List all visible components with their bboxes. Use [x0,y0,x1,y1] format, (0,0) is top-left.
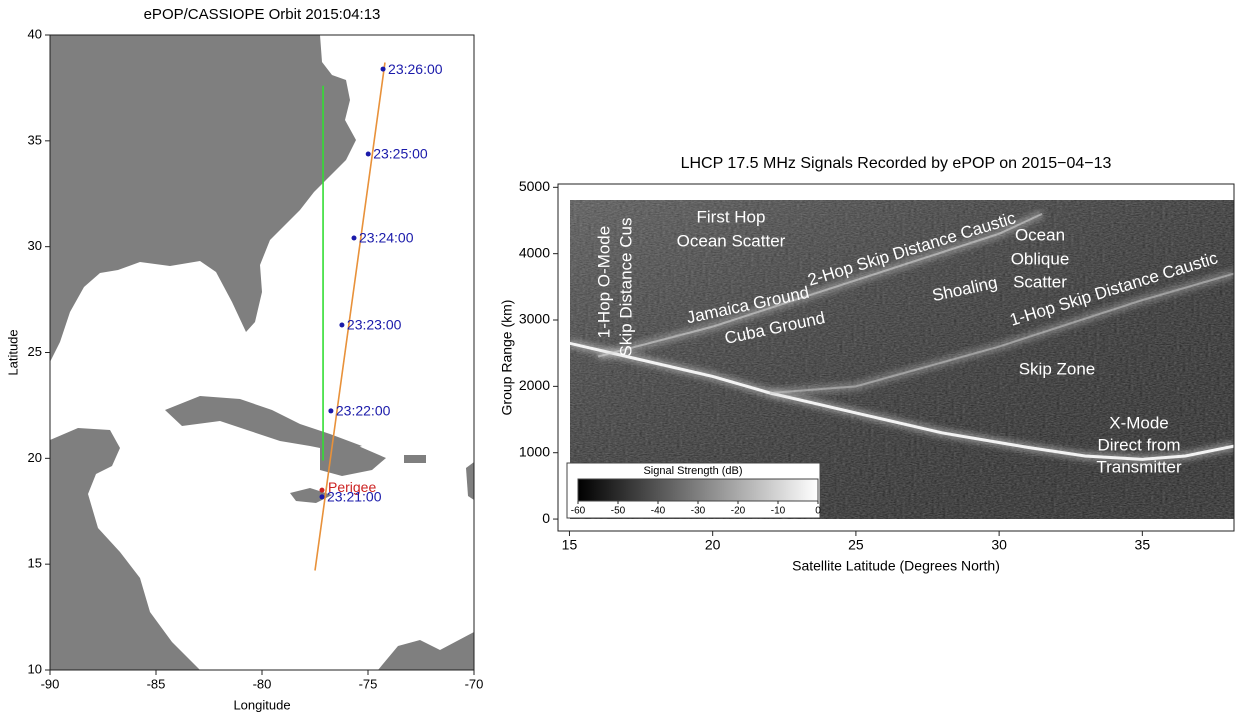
colorbar-tick-label: -60 [571,506,586,517]
x-tick-label: -80 [253,676,272,691]
x-tick-label: 35 [1135,537,1151,553]
y-tick-label: 5000 [519,178,550,194]
x-tick-label: 30 [991,537,1007,553]
annotation: Oblique [1011,249,1070,268]
colorbar-tick-label: -50 [611,506,626,517]
y-tick-label: 10 [28,661,42,676]
x-tick-label: -85 [147,676,166,691]
y-tick-label: 15 [28,556,42,571]
colorbar-tick-label: -40 [651,506,666,517]
y-axis-label: Group Range (km) [499,300,515,416]
time-point [328,408,333,413]
time-point [339,322,344,327]
perigee-point [319,488,324,493]
y-axis-label: Latitude [5,329,20,375]
time-label: 23:24:00 [359,230,414,246]
x-tick-label: 25 [848,537,864,553]
y-tick-label: 0 [542,510,550,526]
annotation: Direct from [1097,435,1180,454]
x-axis-label: Satellite Latitude (Degrees North) [792,558,1000,574]
time-point [381,67,386,72]
colorbar-tick-label: 0 [815,506,821,517]
y-tick-label: 35 [28,132,42,147]
time-label: 23:23:00 [347,317,402,333]
y-tick-label: 2000 [519,377,550,393]
colorbar-title: Signal Strength (dB) [643,465,742,477]
annotation: Scatter [1013,272,1067,291]
time-label: 23:22:00 [336,403,391,419]
annotation: First Hop [697,207,766,226]
annotation: Ocean Scatter [677,231,786,250]
annotation: Ocean [1015,225,1065,244]
chart-title: LHCP 17.5 MHz Signals Recorded by ePOP o… [681,155,1112,172]
y-tick-label: 4000 [519,244,550,260]
y-tick-label: 40 [28,26,42,41]
colorbar-tick-label: -10 [771,506,786,517]
time-label: 23:21:00 [327,489,382,505]
time-point [319,494,324,499]
y-tick-label: 30 [28,238,42,253]
time-point [352,235,357,240]
y-tick-label: 1000 [519,443,550,459]
chart-title: ePOP/CASSIOPE Orbit 2015:04:13 [144,6,381,23]
y-tick-label: 25 [28,344,42,359]
annotation: Transmitter [1096,457,1182,476]
x-axis-label: Longitude [233,697,290,712]
colorbar [578,479,818,501]
x-tick-label: -70 [465,676,484,691]
figure: 1-Hop O-Mode Skip Distance Cus First Hop… [0,0,1244,715]
colorbar-tick-label: -30 [691,506,706,517]
time-point [366,151,371,156]
annotation: Skip Zone [1019,359,1096,378]
x-tick-label: -90 [41,676,60,691]
land [50,35,474,670]
x-tick-label: 20 [705,537,721,553]
annotation: X-Mode [1109,413,1169,432]
annotation: Skip Distance Cus [616,218,635,357]
y-tick-label: 3000 [519,311,550,327]
x-tick-label: 15 [562,537,578,553]
annotation: 1-Hop O-Mode [594,226,613,338]
x-tick-label: -75 [359,676,378,691]
colorbar-tick-label: -20 [731,506,746,517]
time-label: 23:26:00 [388,61,443,77]
time-label: 23:25:00 [373,146,428,162]
y-tick-label: 20 [28,450,42,465]
